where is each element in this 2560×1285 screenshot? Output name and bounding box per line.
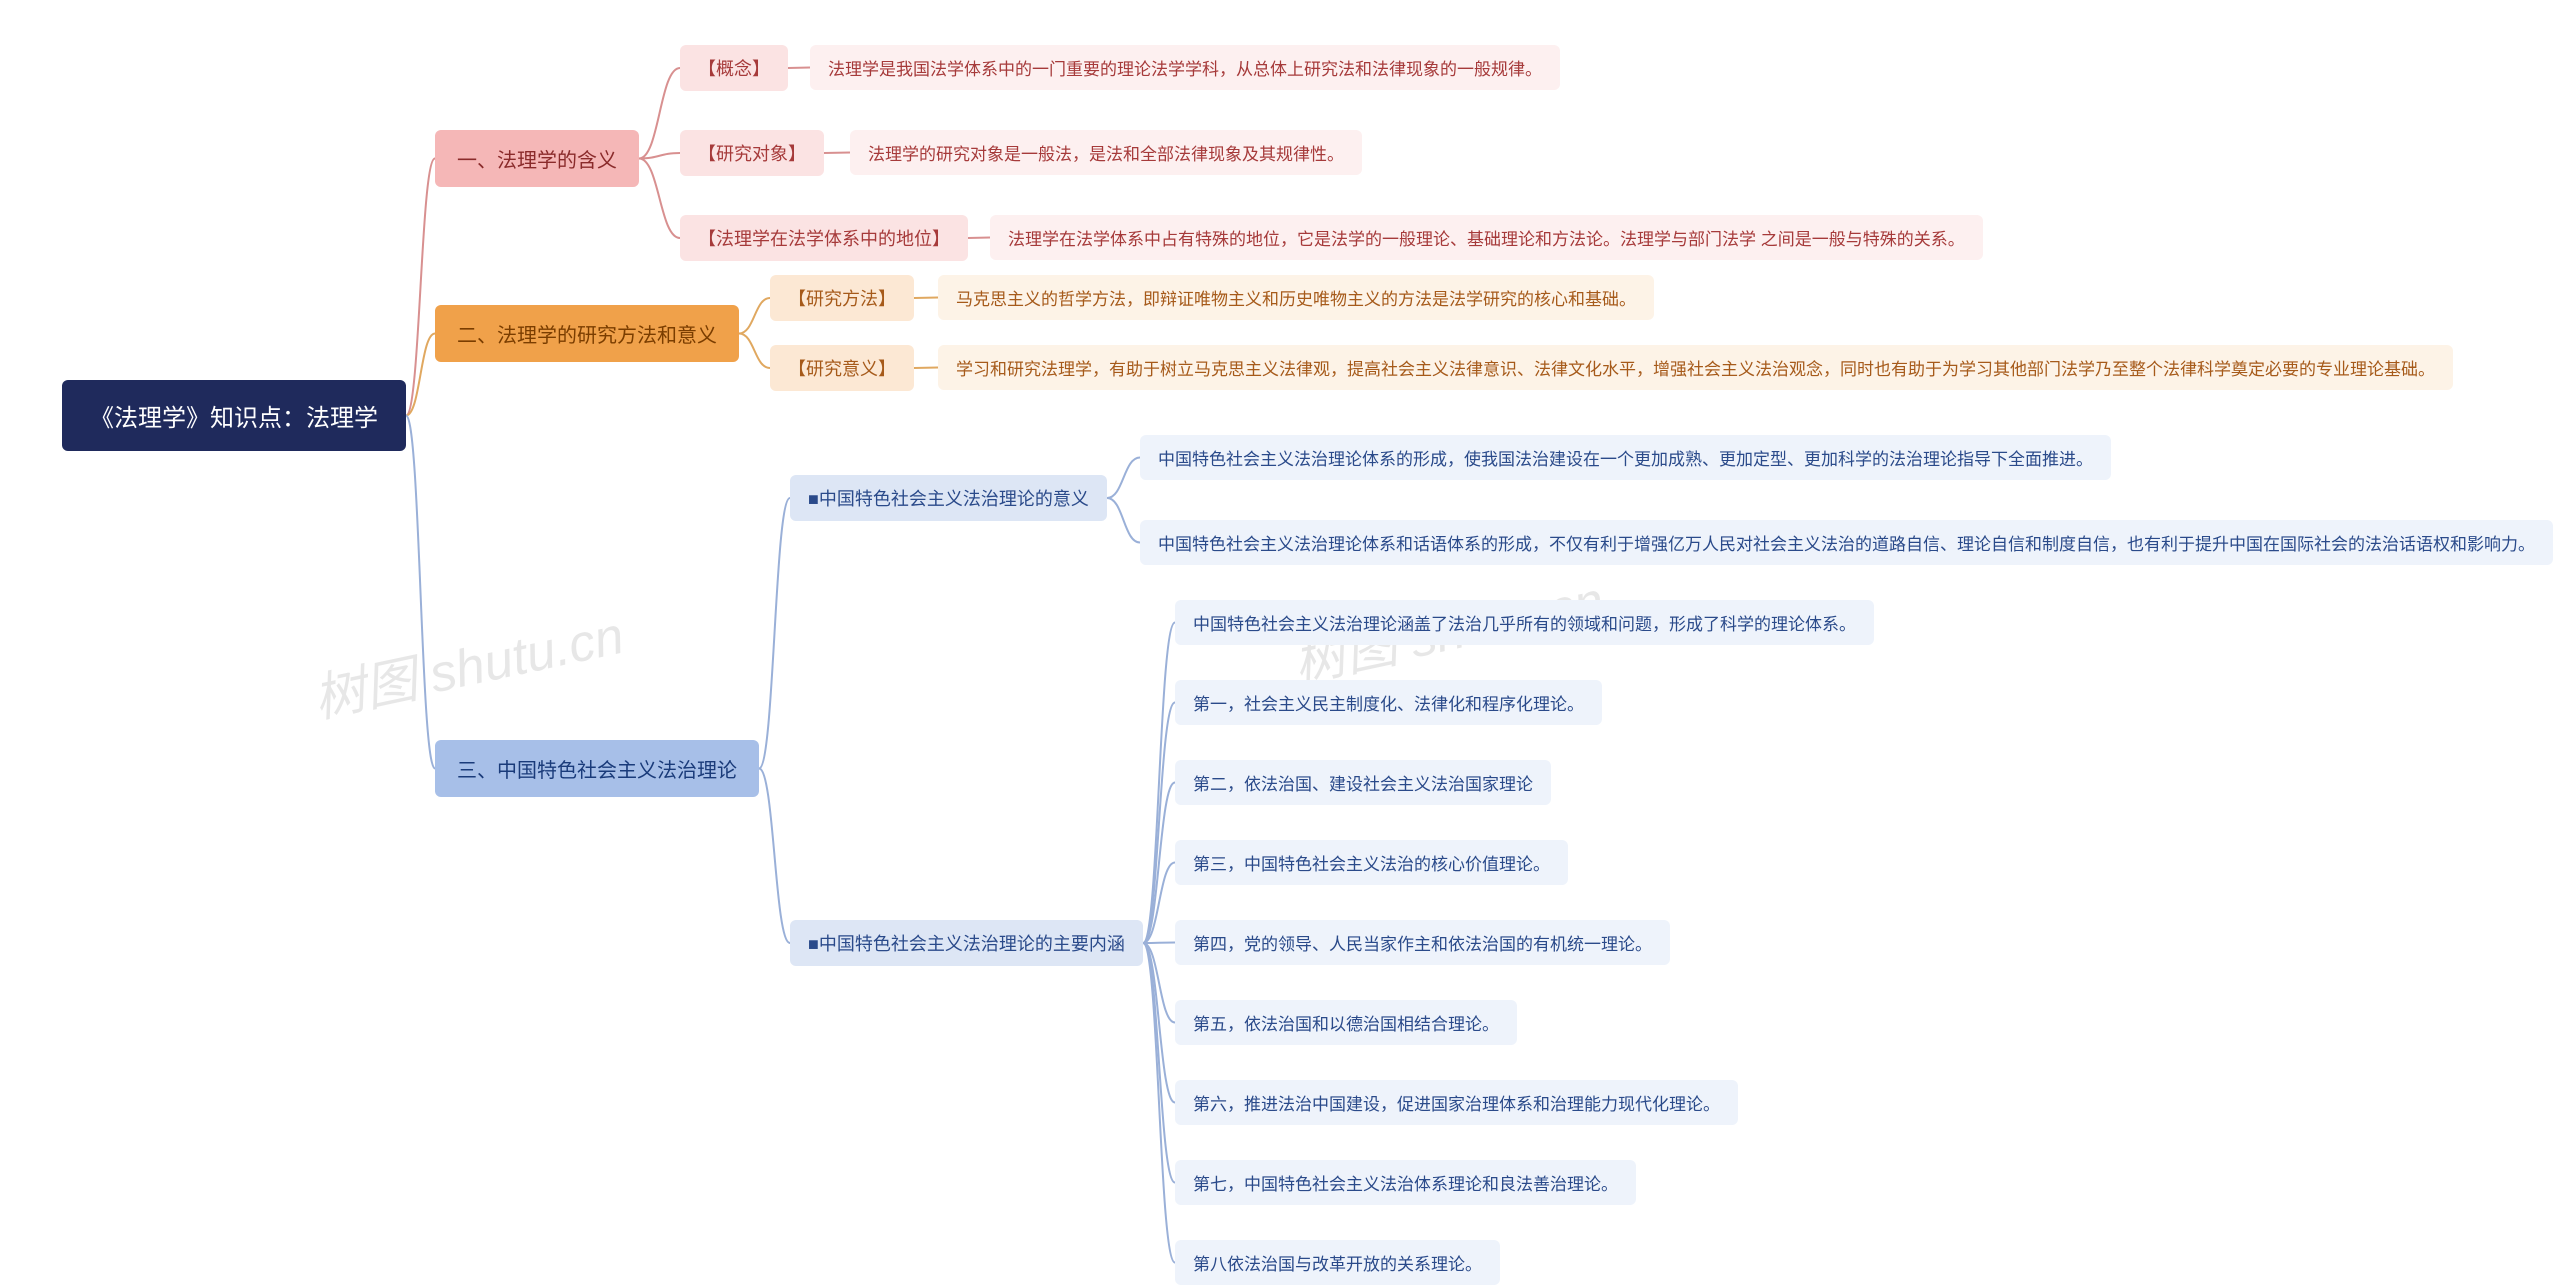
branch3-sub2-leaf-4: 第四，党的领导、人民当家作主和依法治国的有机统一理论。 <box>1175 920 1670 965</box>
branch2-tag-0: 【研究方法】 <box>770 275 914 321</box>
branch1-leaf-1: 法理学的研究对象是一般法，是法和全部法律现象及其规律性。 <box>850 130 1362 175</box>
branch3-sub2-leaf-7: 第七，中国特色社会主义法治体系理论和良法善治理论。 <box>1175 1160 1636 1205</box>
branch1-leaf-0: 法理学是我国法学体系中的一门重要的理论法学学科，从总体上研究法和法律现象的一般规… <box>810 45 1560 90</box>
branch1-tag-2: 【法理学在法学体系中的地位】 <box>680 215 968 261</box>
branch1-tag-1: 【研究对象】 <box>680 130 824 176</box>
branch3-sub1-leaf-0: 中国特色社会主义法治理论体系的形成，使我国法治建设在一个更加成熟、更加定型、更加… <box>1140 435 2111 480</box>
branch1-node: 一、法理学的含义 <box>435 130 639 187</box>
branch1-tag-0: 【概念】 <box>680 45 788 91</box>
branch2-leaf-0: 马克思主义的哲学方法，即辩证唯物主义和历史唯物主义的方法是法学研究的核心和基础。 <box>938 275 1654 320</box>
branch3-sub1: ■中国特色社会主义法治理论的意义 <box>790 475 1107 521</box>
branch3-sub2-leaf-6: 第六，推进法治中国建设，促进国家治理体系和治理能力现代化理论。 <box>1175 1080 1738 1125</box>
branch3-sub2-leaf-5: 第五，依法治国和以德治国相结合理论。 <box>1175 1000 1517 1045</box>
branch2-leaf-1: 学习和研究法理学，有助于树立马克思主义法律观，提高社会主义法律意识、法律文化水平… <box>938 345 2453 390</box>
branch3-sub2-leaf-0: 中国特色社会主义法治理论涵盖了法治几乎所有的领域和问题，形成了科学的理论体系。 <box>1175 600 1874 645</box>
branch3-sub2: ■中国特色社会主义法治理论的主要内涵 <box>790 920 1143 966</box>
branch3-node: 三、中国特色社会主义法治理论 <box>435 740 759 797</box>
branch3-sub2-leaf-1: 第一，社会主义民主制度化、法律化和程序化理论。 <box>1175 680 1602 725</box>
branch1-leaf-2: 法理学在法学体系中占有特殊的地位，它是法学的一般理论、基础理论和方法论。法理学与… <box>990 215 1983 260</box>
branch3-sub2-leaf-2: 第二，依法治国、建设社会主义法治国家理论 <box>1175 760 1551 805</box>
branch2-tag-1: 【研究意义】 <box>770 345 914 391</box>
root-node: 《法理学》知识点：法理学 <box>62 380 406 451</box>
watermark-1: 树图 shutu.cn <box>306 593 630 732</box>
branch2-node: 二、法理学的研究方法和意义 <box>435 305 739 362</box>
branch3-sub2-leaf-3: 第三，中国特色社会主义法治的核心价值理论。 <box>1175 840 1568 885</box>
branch3-sub1-leaf-1: 中国特色社会主义法治理论体系和话语体系的形成，不仅有利于增强亿万人民对社会主义法… <box>1140 520 2553 565</box>
branch3-sub2-leaf-8: 第八依法治国与改革开放的关系理论。 <box>1175 1240 1500 1285</box>
